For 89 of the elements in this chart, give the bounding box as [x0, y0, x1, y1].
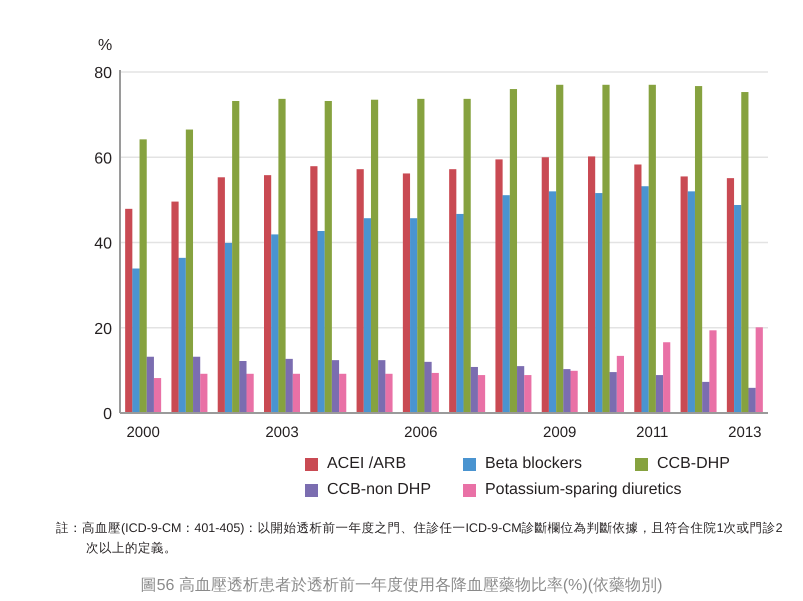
bar [656, 375, 664, 413]
bar [356, 169, 364, 413]
bar [478, 375, 486, 413]
bar [324, 100, 332, 413]
bar [741, 92, 748, 413]
bar [378, 360, 386, 413]
x-tick-label: 2006 [404, 424, 438, 441]
bar [402, 173, 410, 413]
bar [570, 370, 578, 413]
bar [154, 378, 162, 413]
bar [648, 84, 656, 413]
bar [332, 360, 340, 413]
bar [449, 169, 456, 413]
bar [246, 374, 254, 413]
bar [410, 218, 418, 413]
bar [734, 204, 742, 413]
bar [610, 372, 617, 413]
text: 圖56 高血壓透析患者於透析前一年度使用各降血壓藥物比率(%)(依藥物別) [140, 576, 664, 596]
text: 註：高血壓(ICD-9-CM：401-405)：以開始透析前一年度之門、住診任一ICD-9-CM診斷欄位為判斷依據，且符合住院1次或門診2次以上的定義。 [56, 520, 784, 557]
bar [588, 156, 596, 413]
x-tick-label: 2000 [126, 424, 160, 441]
bar [556, 84, 564, 413]
bar [271, 234, 278, 413]
bar [542, 157, 549, 413]
bar [132, 268, 140, 413]
bar [370, 100, 378, 413]
bar [748, 388, 756, 413]
bar [502, 195, 510, 413]
bar [125, 208, 132, 413]
bar [339, 374, 346, 413]
bar [232, 100, 240, 413]
y-axis-title: % [98, 37, 112, 54]
legend-label: Potassium-sparing diuretics [485, 481, 682, 499]
bar [602, 84, 610, 413]
bar [218, 177, 225, 413]
bar [417, 98, 424, 413]
bar [186, 130, 194, 413]
bar [680, 176, 688, 413]
y-tick-label: 0 [103, 406, 112, 423]
legend-label: CCB-DHP [657, 455, 730, 473]
bar [432, 372, 439, 413]
bar [200, 374, 208, 413]
legend-label: CCB-non DHP [327, 481, 432, 499]
bar [663, 342, 670, 413]
bar [424, 362, 432, 413]
bar [278, 98, 286, 413]
y-tick-label: 80 [94, 65, 112, 82]
bar [456, 214, 464, 413]
legend-label: Beta blockers [485, 455, 582, 473]
y-tick-label: 20 [94, 320, 112, 338]
x-tick-label: 2009 [543, 424, 576, 441]
y-tick-label: 40 [94, 236, 112, 252]
legend-label: ACEI /ARB [327, 455, 406, 473]
bar [694, 86, 702, 413]
bar [702, 382, 710, 413]
bar [292, 374, 300, 413]
bar [178, 258, 186, 413]
bar [563, 369, 571, 413]
x-tick-label: 2011 [636, 424, 668, 441]
bar [264, 175, 272, 413]
bar [310, 166, 318, 413]
bar [470, 366, 478, 413]
bar [548, 191, 556, 413]
bar [140, 139, 147, 413]
x-tick-label: 2013 [728, 424, 762, 441]
bar [224, 242, 232, 413]
bar [641, 186, 649, 413]
bar [286, 358, 293, 413]
bar [510, 89, 518, 413]
bar [385, 374, 393, 413]
bar [616, 356, 624, 413]
bar [524, 375, 532, 413]
bar [726, 178, 734, 413]
bar [364, 218, 371, 413]
y-tick-label: 60 [94, 150, 112, 168]
bar [688, 191, 695, 413]
bar [595, 193, 602, 413]
bar [634, 164, 642, 413]
bar [171, 202, 179, 413]
bar [517, 366, 524, 413]
bar [709, 330, 717, 413]
bar [495, 159, 503, 413]
bar [146, 356, 154, 413]
x-tick-label: 2003 [265, 424, 299, 441]
bar [464, 98, 471, 413]
bar [239, 360, 247, 413]
bar [317, 230, 325, 413]
bar [193, 356, 200, 413]
bar [756, 327, 763, 413]
